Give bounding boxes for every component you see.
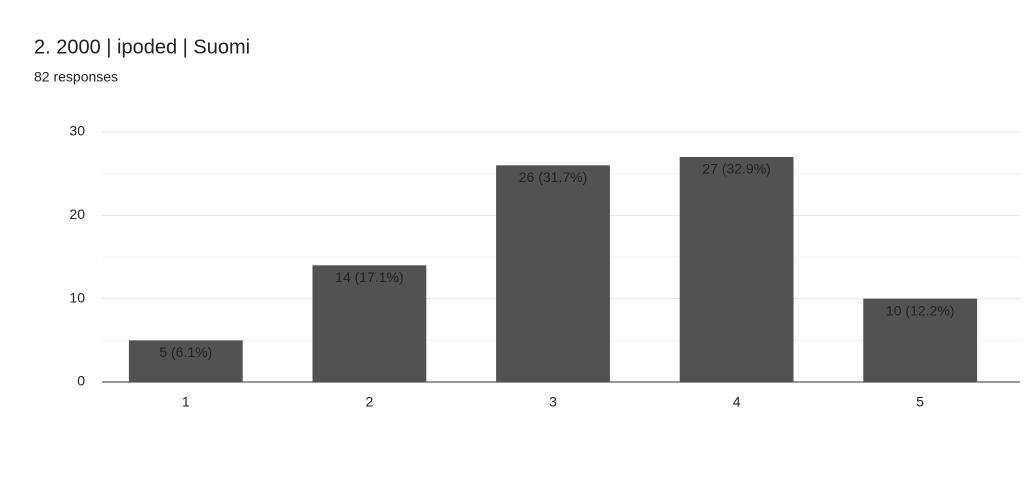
y-tick-label: 20 (69, 206, 85, 222)
value-label: 27 (32.9%) (702, 161, 770, 177)
chart-subtitle: 82 responses (34, 69, 118, 85)
bar (496, 165, 610, 382)
value-label: 10 (12.2%) (886, 302, 954, 318)
value-label: 14 (17.1%) (335, 269, 403, 285)
bar (312, 265, 427, 382)
chart-title: 2. 2000 | ipoded | Suomi (34, 36, 250, 58)
x-tick-label: 4 (733, 394, 741, 410)
x-tick-label: 1 (182, 394, 190, 410)
x-tick-label: 5 (916, 394, 924, 410)
bar (863, 298, 978, 382)
x-tick-label: 3 (549, 394, 557, 410)
bar (679, 157, 794, 382)
bar (128, 340, 243, 382)
x-tick-label: 2 (366, 394, 374, 410)
value-label: 5 (6.1%) (159, 344, 212, 360)
value-label: 26 (31.7%) (519, 169, 587, 185)
y-tick-label: 30 (69, 123, 85, 139)
y-tick-label: 10 (69, 289, 85, 305)
y-tick-label: 0 (77, 373, 85, 389)
